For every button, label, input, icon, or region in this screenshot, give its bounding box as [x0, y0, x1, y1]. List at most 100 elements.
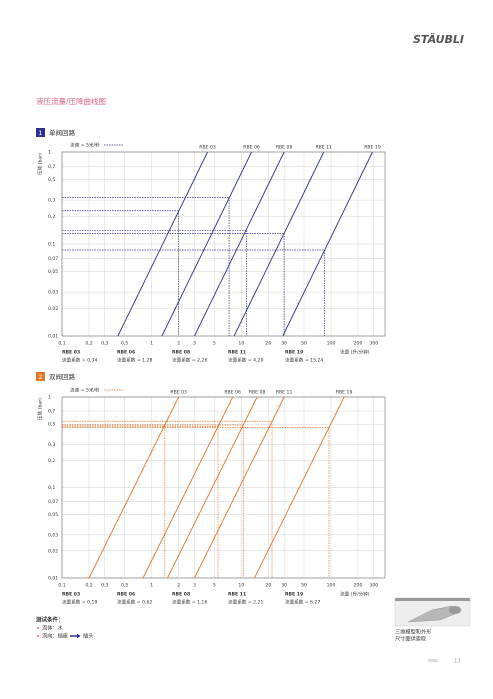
caption-name: RBE 03	[62, 350, 80, 356]
caption-name: RBE 11	[228, 592, 246, 598]
section-badge	[36, 372, 45, 381]
curve	[194, 396, 285, 579]
caption-coefficient: 流量系数 = 2,26	[172, 357, 207, 364]
caption-name: RBE 19	[285, 592, 303, 598]
condition: 插头	[83, 632, 93, 640]
series-label: RBE 19	[336, 390, 353, 396]
x-tick-label: 30	[281, 583, 287, 589]
x-tick-label: 30	[281, 341, 287, 347]
conditions-title: 测试条件：	[36, 616, 64, 624]
x-tick-label: 0,3	[101, 583, 108, 589]
y-tick-label: 0,01	[48, 334, 58, 340]
x-tick-label: 2	[177, 583, 180, 589]
caption-coefficient: 流量系数 = 4,29	[228, 357, 263, 364]
caption-coefficient: 流量系数 = 0,34	[62, 357, 97, 364]
caption-coefficient: 流量系数 = 1,28	[117, 357, 152, 364]
y-tick-label: 0,3	[48, 198, 55, 204]
caption-name: RBE 03	[62, 592, 80, 598]
x-tick-label: 10	[238, 583, 244, 589]
coupling-end	[449, 606, 461, 614]
y-tick-label: 0,3	[48, 442, 55, 448]
x-tick-label: 5	[213, 583, 216, 589]
caption-name: RBE 11	[228, 350, 246, 356]
curve	[167, 396, 258, 579]
caption-name: RBE 06	[117, 350, 135, 356]
series-label: RBE 03	[199, 145, 216, 151]
y-tick-label: 0,02	[48, 306, 58, 312]
condition: 流体：水	[42, 624, 64, 632]
series-label: RBE 03	[170, 390, 187, 396]
series-label: RBE 08	[276, 145, 293, 151]
curve	[233, 151, 325, 337]
y-tick-label: 0,05	[48, 269, 58, 275]
series-label: RBE 06	[224, 390, 241, 396]
x-tick-label: 5	[213, 341, 216, 347]
x-tick-label: 20	[265, 583, 271, 589]
curve	[282, 151, 373, 337]
bullet	[37, 627, 39, 629]
x-tick-label: 200	[354, 583, 363, 589]
curve	[88, 396, 180, 579]
y-tick-label: 0,5	[48, 177, 55, 183]
curve	[142, 396, 234, 579]
page-title: 液压流量/压降曲线图	[36, 96, 106, 106]
y-tick-label: 1	[48, 395, 51, 401]
x-tick-label: 3	[193, 583, 196, 589]
caption-coefficient: 流量系数 = 6,27	[285, 599, 320, 606]
y-tick-label: 0,7	[48, 409, 55, 415]
caption-coefficient: 流量系数 = 0,62	[117, 599, 152, 606]
y-tick-label: 0,07	[48, 256, 58, 262]
caption-name: RBE 08	[172, 592, 190, 598]
x-tick-label: 300	[369, 341, 378, 347]
legend-label: 流速 = 5米/秒	[70, 387, 100, 394]
series-label: RBE 11	[315, 145, 332, 151]
series-label: RBE 06	[243, 145, 260, 151]
x-tick-label: 300	[369, 583, 378, 589]
curve	[161, 151, 252, 337]
x-tick-label: 50	[301, 341, 307, 347]
image-caption: 三维模型和外形	[395, 628, 432, 636]
curve	[117, 151, 208, 337]
condition: 流向：插座	[42, 632, 68, 640]
y-tick-label: 0,05	[48, 512, 58, 518]
y-tick-label: 0,03	[48, 532, 58, 538]
y-tick-label: 0,07	[48, 499, 58, 505]
caption-coefficient: 流量系数 = 15,24	[285, 357, 323, 364]
y-tick-label: 0,7	[48, 164, 55, 170]
x-tick-label: 0,2	[85, 341, 92, 347]
x-tick-label: 3	[193, 341, 196, 347]
series-label: RBE 11	[276, 390, 293, 396]
section-title: 单阀回路	[49, 128, 76, 137]
y-tick-label: 0,03	[48, 290, 58, 296]
curve	[194, 151, 285, 337]
x-tick-label: 0,1	[58, 583, 65, 589]
curve	[254, 396, 345, 579]
section-badge	[36, 128, 45, 137]
legend-label: 流速 = 5米/秒	[70, 142, 100, 149]
plot-frame	[61, 396, 386, 579]
x-tick-label: 100	[327, 341, 336, 347]
section-number: 2	[38, 373, 42, 381]
footer-mark	[428, 659, 438, 662]
y-tick-label: 0,02	[48, 548, 58, 554]
image-caption: 尺寸图供索取	[395, 635, 427, 643]
bullet	[37, 635, 39, 637]
section-title: 双阀回路	[49, 372, 76, 381]
y-tick-label: 0,5	[48, 422, 55, 428]
y-axis-label: 压降 (bar)	[37, 398, 44, 420]
caption-name: RBE 19	[285, 350, 303, 356]
y-tick-label: 0,2	[48, 458, 55, 464]
page-number: 11	[454, 659, 461, 665]
caption-name: RBE 08	[172, 350, 190, 356]
x-tick-label: 0,3	[101, 341, 108, 347]
y-tick-label: 1	[48, 150, 51, 156]
x-tick-label: 50	[301, 583, 307, 589]
section-number: 1	[38, 129, 42, 137]
caption-name: RBE 06	[117, 592, 135, 598]
x-tick-label: 1	[150, 341, 153, 347]
x-tick-label: 1	[150, 583, 153, 589]
x-tick-label: 0,2	[85, 583, 92, 589]
x-tick-label: 0,1	[58, 341, 65, 347]
